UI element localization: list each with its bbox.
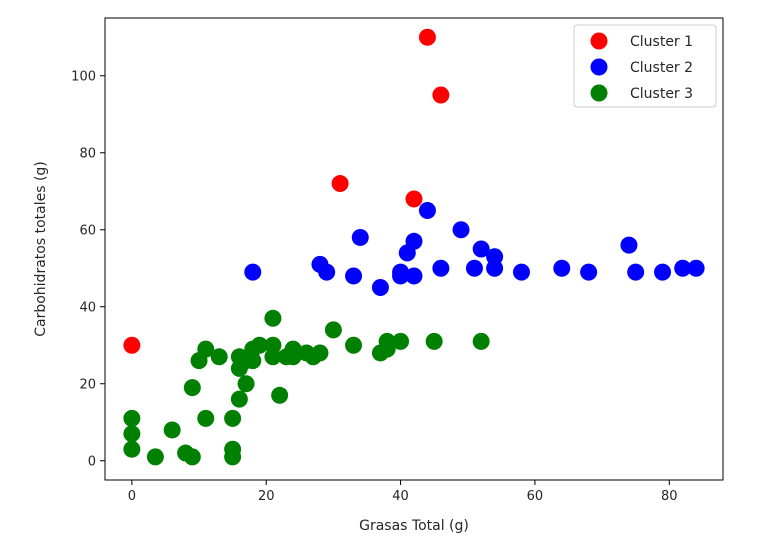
cluster-2-point [244,263,262,281]
y-tick-label: 0 [88,454,96,469]
y-tick-label: 80 [79,146,96,161]
cluster-1-point [123,336,141,354]
cluster-2-point [405,267,423,285]
x-axis-ticks: 0 20 40 60 80 [128,480,678,504]
legend: Cluster 1 Cluster 2 Cluster 3 [573,24,717,108]
cluster-1-point [432,86,450,104]
cluster-1-point [405,190,423,208]
cluster-2-point [345,267,363,285]
cluster-2-point [318,263,336,281]
cluster-3-point [163,421,181,439]
x-tick-label: 0 [128,489,136,504]
cluster-2-point [371,279,389,296]
y-axis-ticks: 0 20 40 60 80 100 [71,69,105,469]
cluster-3-point [237,375,255,393]
cluster-3-point [230,390,248,408]
cluster-3-point [183,448,201,466]
y-tick-label: 40 [79,300,96,315]
y-tick-label: 20 [79,377,96,392]
cluster-2-point [452,221,470,239]
cluster-2-point [553,259,571,277]
cluster-2-point [418,202,436,219]
legend-label-cluster-1: Cluster 1 [630,34,693,50]
x-tick-label: 60 [527,489,544,504]
legend-label-cluster-3: Cluster 3 [630,86,693,102]
cluster-2-point [687,259,705,277]
cluster-3-point [284,348,302,366]
y-tick-label: 60 [79,223,96,238]
cluster-2-point [432,259,450,277]
cluster-3-point [123,425,141,443]
cluster-2-point [512,263,530,281]
cluster-3-point [392,332,410,350]
cluster-3-point [271,386,289,404]
legend-marker-cluster-2 [590,58,608,76]
x-axis-label: Grasas Total (g) [359,518,469,534]
cluster-3-point [224,409,242,427]
cluster-3-point [197,340,215,358]
cluster-2-point [654,263,672,281]
legend-marker-cluster-1 [590,32,608,50]
cluster-2-point [580,263,598,281]
cluster-3-point [472,332,490,350]
cluster-1-point [418,28,436,46]
x-tick-label: 40 [392,489,409,504]
legend-marker-cluster-3 [590,84,608,102]
cluster-3-point [224,448,242,466]
cluster-3-point [123,409,141,427]
cluster-3-point [244,352,262,370]
cluster-3-point [324,321,342,339]
x-tick-label: 20 [258,489,275,504]
cluster-3-point [251,336,268,354]
cluster-3-point [378,340,396,358]
cluster-1-point [331,175,349,193]
cluster-3-point [345,336,363,354]
cluster-3-point [183,379,201,397]
cluster-3-point [425,332,443,350]
legend-box [573,24,717,108]
cluster-2-point [486,259,504,277]
cluster-2-point [465,259,483,277]
x-tick-label: 80 [661,489,678,504]
cluster-2-point [472,240,490,258]
cluster-3-point [123,440,141,458]
cluster-2-point [627,263,645,281]
legend-label-cluster-2: Cluster 2 [630,60,693,76]
cluster-2-point [674,259,692,277]
cluster-2-point [405,232,423,250]
data-points [123,28,705,466]
cluster-3-point [210,348,228,366]
cluster-2-point [620,236,638,254]
cluster-2-point [392,263,410,281]
y-tick-label: 100 [71,69,96,84]
cluster-3-point [197,409,215,427]
cluster-3-point [264,309,282,327]
cluster-3-point [146,448,164,466]
cluster-2-point [351,228,369,246]
cluster-3-point [264,348,282,366]
y-axis-label: Carbohidratos totales (g) [33,161,49,337]
cluster-3-point [311,344,329,362]
